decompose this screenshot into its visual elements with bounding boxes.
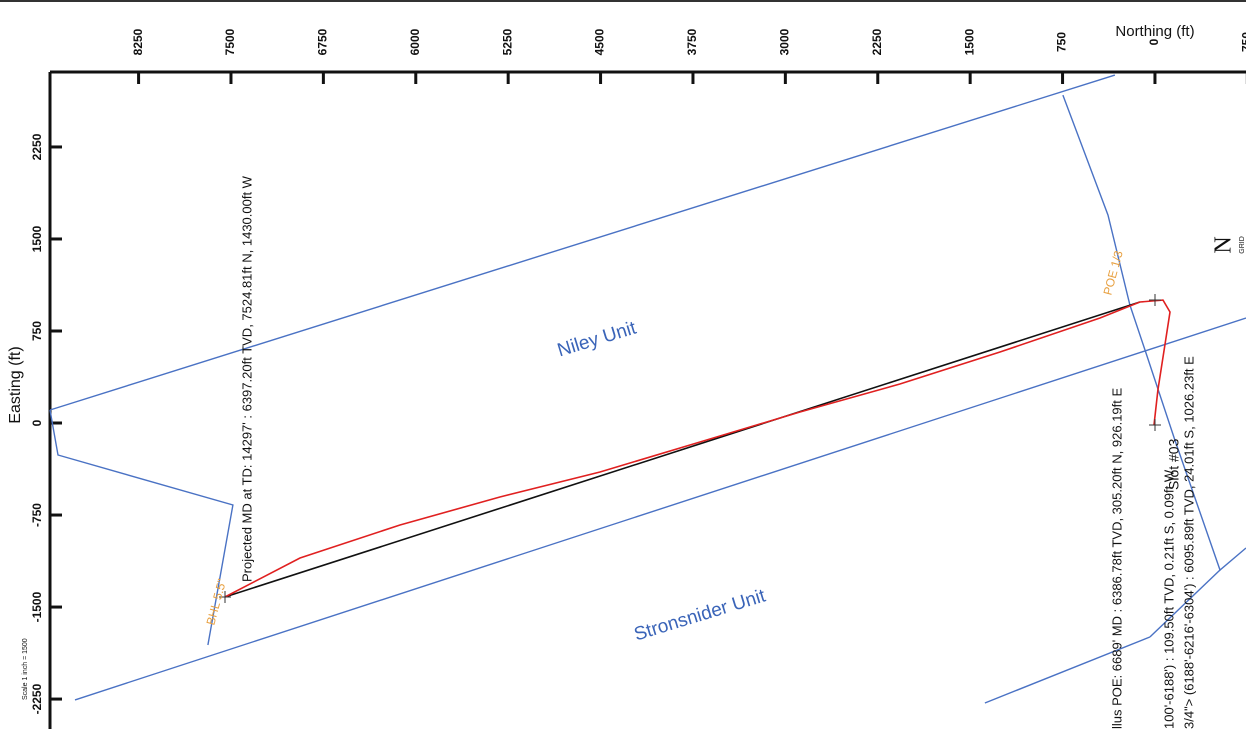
x-tick-label: 5250 <box>500 28 514 55</box>
line <box>49 409 234 646</box>
annotation: 100'-6188') : 109.50ft TVD, 0.21ft S, 0.… <box>1161 469 1176 729</box>
line <box>984 636 1151 704</box>
line <box>74 317 1246 701</box>
x-tick-label: 750 <box>1055 32 1069 52</box>
annotation: Slot #03 <box>1166 438 1182 490</box>
x-tick-label: 6750 <box>316 28 330 55</box>
line <box>1062 94 1246 572</box>
y-tick-label: 0 <box>30 419 44 426</box>
x-tick-label: 2250 <box>870 28 884 55</box>
x-tick-label: 7500 <box>223 28 237 55</box>
x-tick-label: 750 <box>1240 32 1246 52</box>
line <box>49 74 1116 411</box>
x-tick-label: 1500 <box>962 28 976 55</box>
annotation: Projected MD at TD: 14297' : 6397.20ft T… <box>239 175 254 582</box>
x-tick-label: 0 <box>1147 38 1161 45</box>
line <box>224 299 1171 598</box>
y-axis-title: Easting (ft) <box>7 346 24 423</box>
marker <box>1149 294 1161 306</box>
line <box>1149 569 1221 638</box>
annotation: Scale 1 inch = 1500 <box>22 638 29 700</box>
y-tick-label: -750 <box>30 503 44 527</box>
y-tick-label: 750 <box>30 321 44 341</box>
annotation: N <box>1211 236 1237 253</box>
x-axis-title: Northing (ft) <box>1115 23 1194 40</box>
x-tick-label: 4500 <box>593 28 607 55</box>
annotation: llus POE: 6689' MD : 6386.78ft TVD, 305.… <box>1109 388 1124 729</box>
y-tick-label: -2250 <box>30 683 44 714</box>
y-tick-label: 1500 <box>30 225 44 252</box>
x-tick-label: 3000 <box>778 28 792 55</box>
annotation: GRID <box>1239 236 1246 254</box>
marker <box>219 591 231 603</box>
y-tick-label: -1500 <box>30 591 44 622</box>
line <box>224 301 1141 598</box>
marker <box>1149 419 1161 431</box>
x-tick-label: 3750 <box>685 28 699 55</box>
x-tick-label: 8250 <box>131 28 145 55</box>
y-tick-label: 2250 <box>30 133 44 160</box>
annotation: Niley Unit <box>555 317 640 361</box>
x-tick-label: 6000 <box>408 28 422 55</box>
annotation: Stronsnider Unit <box>632 585 769 645</box>
annotation: 3/4"> (6188'-6216'-6304') : 6095.89ft TV… <box>1181 356 1196 729</box>
